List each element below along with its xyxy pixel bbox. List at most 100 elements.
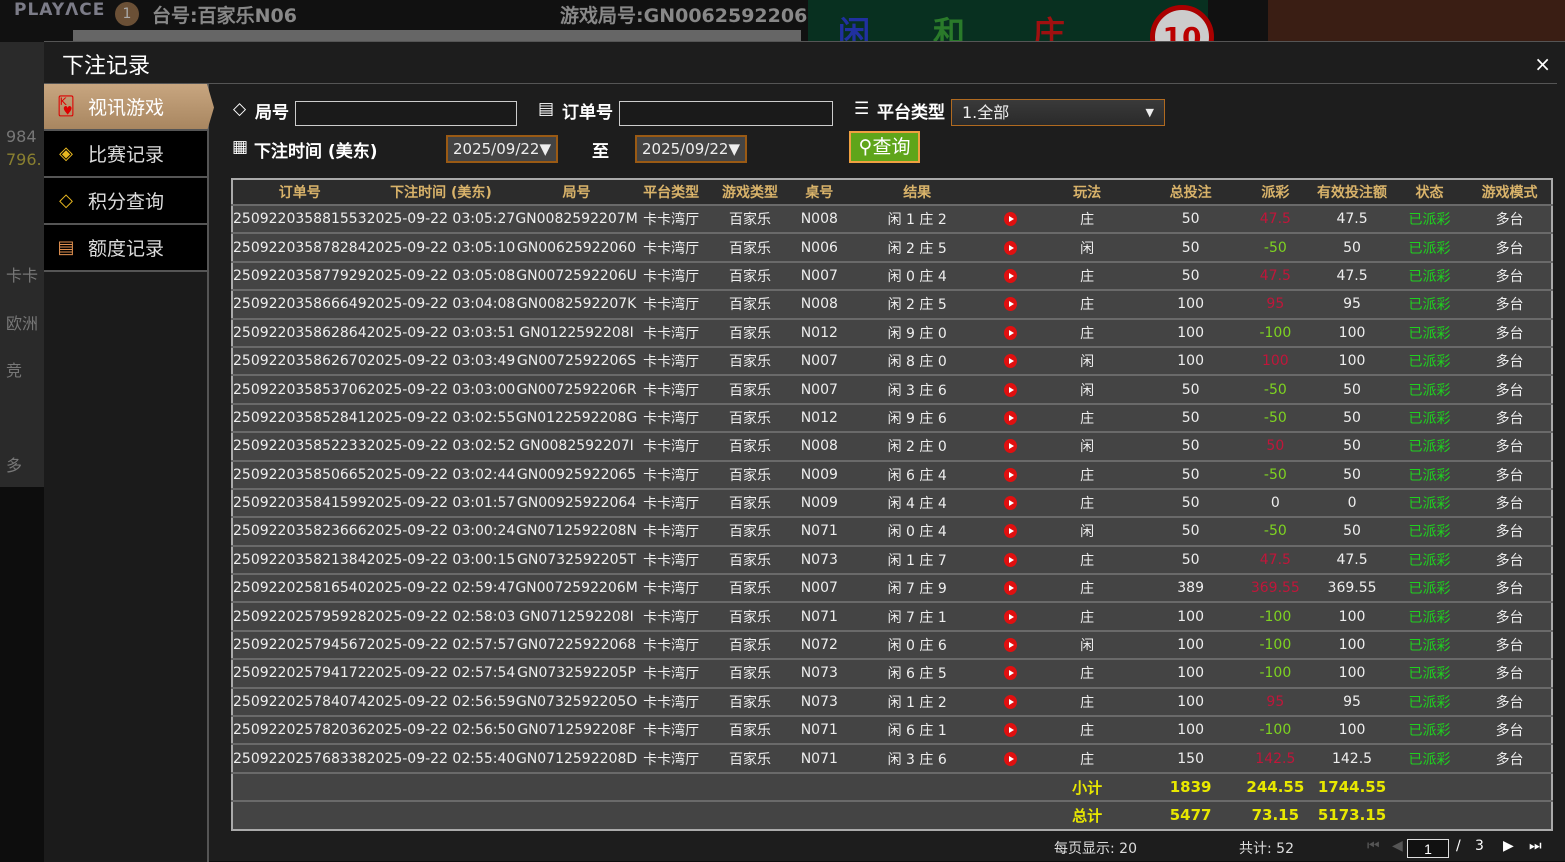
close-icon[interactable]: × [1534, 52, 1551, 76]
replay-cell[interactable] [991, 743, 1031, 773]
game-mode-cell: 多台 [1468, 658, 1552, 688]
query-button[interactable]: ⚲查询 [849, 131, 920, 163]
round-id-cell: GN0082592207I [515, 431, 638, 461]
left-item: 竞 [6, 361, 23, 380]
sidebar-item-points[interactable]: ◇ 积分查询 [44, 178, 207, 225]
table-row: 250922025782036 2025-09-22 02:56:50 GN0712… [232, 715, 1552, 745]
next-page-icon[interactable]: ▶ [1503, 838, 1514, 854]
play-video-icon[interactable] [1004, 581, 1018, 596]
table-row: 250922025816540 2025-09-22 02:59:47 GN0072… [232, 573, 1552, 603]
replay-cell[interactable] [991, 658, 1031, 688]
play-video-icon[interactable] [1004, 382, 1018, 397]
replay-cell[interactable] [991, 601, 1031, 631]
total-bet-cell: 50 [1143, 487, 1238, 518]
total-bet-cell: 100 [1143, 345, 1238, 376]
play-video-icon[interactable] [1004, 439, 1018, 454]
game-mode-cell: 多台 [1468, 317, 1552, 347]
order-label: 订单号 [562, 103, 613, 123]
replay-cell[interactable] [991, 516, 1031, 546]
result-cell: 闲 7 庄 1 [843, 601, 992, 631]
game-mode-cell: 多台 [1468, 459, 1552, 489]
platform-cell: 卡卡湾厅 [637, 232, 705, 262]
table-no-cell: N008 [795, 289, 844, 319]
replay-cell[interactable] [991, 317, 1031, 347]
bet-type-cell: 庄 [1030, 715, 1144, 745]
column-header: 游戏模式 [1468, 179, 1552, 205]
first-page-icon[interactable]: ⏮ [1367, 838, 1380, 854]
play-video-icon[interactable] [1004, 212, 1018, 227]
date-to-select[interactable]: 2025/09/22▼ [635, 135, 747, 163]
replay-cell[interactable] [991, 431, 1031, 461]
replay-cell[interactable] [991, 544, 1031, 575]
game-type-cell: 百家乐 [704, 601, 796, 631]
play-video-icon[interactable] [1004, 751, 1018, 766]
table-no-cell: N073 [795, 686, 844, 717]
sidebar-item-match-records[interactable]: ◈ 比赛记录 [44, 131, 207, 178]
order-id-cell: 250922025782036 [232, 715, 367, 745]
order-input[interactable] [619, 101, 833, 126]
prev-page-icon[interactable]: ◀ [1392, 838, 1403, 854]
column-header: 局号 [515, 179, 638, 205]
query-label: 查询 [872, 136, 911, 158]
table-no-cell: N009 [795, 487, 844, 518]
valid-bet-cell: 50 [1313, 516, 1391, 546]
replay-cell[interactable] [991, 289, 1031, 319]
tag-icon: ◇ [233, 99, 247, 119]
play-video-icon[interactable] [1004, 694, 1018, 709]
play-video-icon[interactable] [1004, 325, 1018, 340]
play-video-icon[interactable] [1004, 354, 1018, 369]
sidebar-item-credit-records[interactable]: ▤ 额度记录 [44, 225, 207, 272]
play-video-icon[interactable] [1004, 666, 1018, 681]
valid-bet-cell: 95 [1313, 686, 1391, 717]
platform-select[interactable]: 1.全部 ▼ [951, 99, 1165, 126]
play-video-icon[interactable] [1004, 410, 1018, 425]
table-no-cell: N007 [795, 374, 844, 404]
status-cell: 已派彩 [1390, 487, 1469, 518]
play-video-icon[interactable] [1004, 496, 1018, 511]
round-id-cell: GN0122592208G [515, 402, 638, 433]
road-map [73, 30, 801, 42]
replay-cell[interactable] [991, 232, 1031, 262]
replay-cell[interactable] [991, 402, 1031, 433]
round-id-cell: GN0712592208D [515, 743, 638, 773]
bet-type-cell: 庄 [1030, 459, 1144, 489]
game-mode-cell: 多台 [1468, 374, 1552, 404]
replay-cell[interactable] [991, 573, 1031, 603]
play-video-icon[interactable] [1004, 723, 1018, 738]
round-id-cell: GN00925922065 [515, 459, 638, 489]
play-video-icon[interactable] [1004, 297, 1018, 312]
status-cell: 已派彩 [1390, 629, 1469, 660]
play-video-icon[interactable] [1004, 609, 1018, 624]
game-mode-cell: 多台 [1468, 686, 1552, 717]
replay-cell[interactable] [991, 715, 1031, 745]
subtotal-label: 小计 [1030, 771, 1144, 802]
platform-cell: 卡卡湾厅 [637, 289, 705, 319]
play-video-icon[interactable] [1004, 552, 1018, 567]
result-cell: 闲 0 庄 4 [843, 260, 992, 291]
game-mode-cell: 多台 [1468, 573, 1552, 603]
replay-cell[interactable] [991, 686, 1031, 717]
replay-cell[interactable] [991, 629, 1031, 660]
replay-cell[interactable] [991, 374, 1031, 404]
round-input[interactable] [295, 101, 517, 126]
last-page-icon[interactable]: ⏭ [1529, 838, 1542, 854]
play-video-icon[interactable] [1004, 268, 1018, 283]
platform-cell: 卡卡湾厅 [637, 686, 705, 717]
column-header: 下注时间 (美东) [366, 179, 516, 205]
play-video-icon[interactable] [1004, 467, 1018, 482]
payout-cell: 142.5 [1237, 743, 1314, 773]
play-video-icon[interactable] [1004, 524, 1018, 539]
replay-cell[interactable] [991, 260, 1031, 291]
replay-cell[interactable] [991, 345, 1031, 376]
play-video-icon[interactable] [1004, 638, 1018, 653]
table-row: 250922035878284 2025-09-22 03:05:10 GN0062… [232, 232, 1552, 262]
replay-cell[interactable] [991, 203, 1031, 234]
replay-cell[interactable] [991, 487, 1031, 518]
play-video-icon[interactable] [1004, 240, 1018, 255]
total-bet-cell: 100 [1143, 317, 1238, 347]
sidebar-item-label: 积分查询 [88, 191, 165, 213]
sidebar-item-video-games[interactable]: 🂾 视讯游戏 [44, 84, 214, 131]
page-input[interactable] [1407, 839, 1449, 858]
date-from-select[interactable]: 2025/09/22▼ [446, 135, 558, 163]
replay-cell[interactable] [991, 459, 1031, 489]
